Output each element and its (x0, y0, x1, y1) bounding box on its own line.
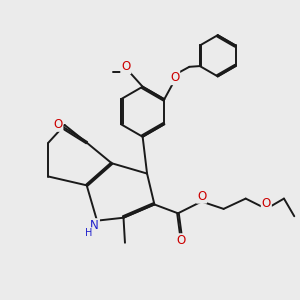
Text: O: O (197, 190, 206, 203)
Text: O: O (262, 197, 271, 210)
Text: O: O (176, 234, 185, 247)
Text: N: N (90, 219, 99, 232)
Text: O: O (170, 71, 179, 84)
Text: O: O (121, 60, 130, 73)
Text: H: H (85, 228, 92, 238)
Text: O: O (53, 118, 62, 131)
